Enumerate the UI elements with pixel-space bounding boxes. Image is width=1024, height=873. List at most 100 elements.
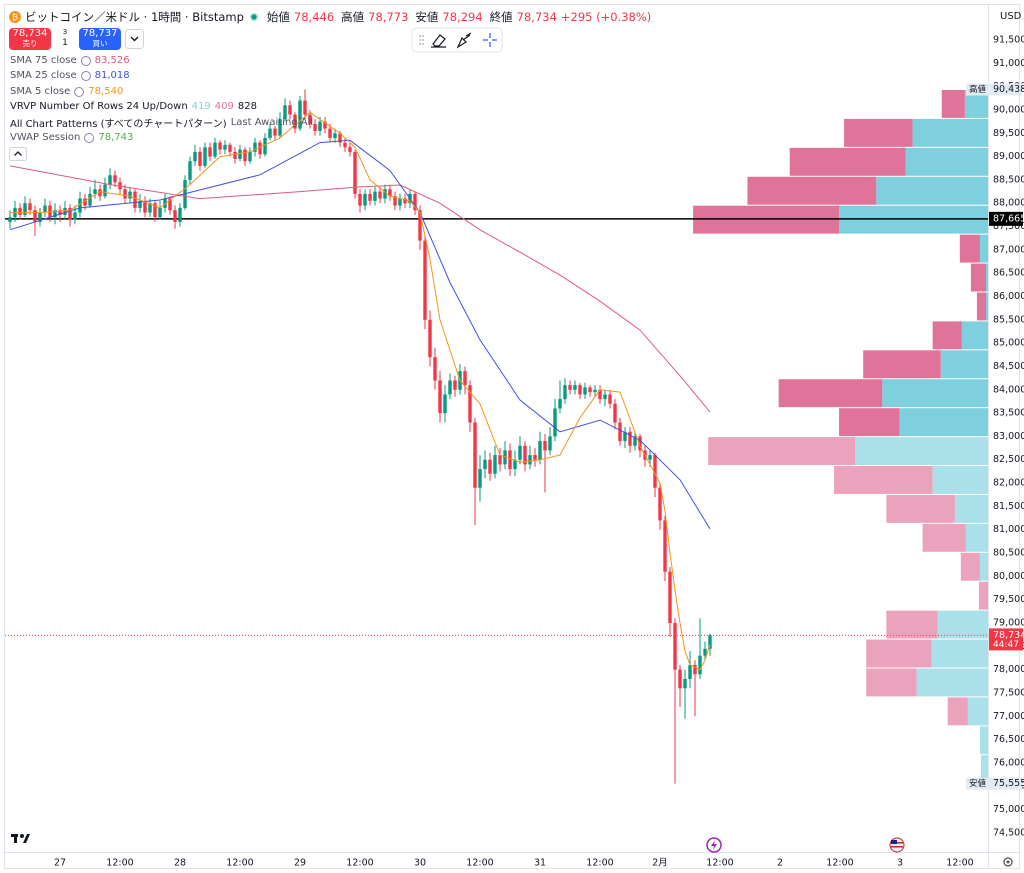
x-tick-label: 12:00 xyxy=(586,858,613,869)
candle-body xyxy=(493,455,497,474)
candle-body xyxy=(93,189,97,194)
candle-body xyxy=(478,469,482,488)
y-tick-label: 86,000 xyxy=(993,291,1024,302)
candle-body xyxy=(188,161,192,180)
y-tick-label: 79,000 xyxy=(993,617,1024,628)
vrvp-down-bar xyxy=(747,176,877,205)
candle-body xyxy=(293,114,297,129)
logo xyxy=(11,834,30,843)
legend-row[interactable]: VWAP Session 78,743 xyxy=(10,130,133,145)
candle-body xyxy=(78,198,82,213)
indicator-value: 81,018 xyxy=(94,70,130,81)
candle-body xyxy=(563,385,567,400)
x-tick-label: 28 xyxy=(174,858,186,869)
moving-average-line xyxy=(9,139,711,530)
y-tick-label: 87,000 xyxy=(993,244,1024,255)
candle-body xyxy=(658,487,662,521)
vrvp-up-total: 419 xyxy=(191,101,211,112)
candle-body xyxy=(523,445,527,465)
candle-body xyxy=(343,142,347,148)
visibility-icon[interactable] xyxy=(80,70,91,81)
event-icon[interactable] xyxy=(706,837,722,853)
legend-row[interactable]: SMA 75 close 83,526 xyxy=(10,53,130,68)
settings-icon[interactable] xyxy=(1003,857,1013,867)
candle-body xyxy=(18,207,22,215)
buy-button[interactable]: 78,737 買い xyxy=(79,28,121,50)
visibility-icon[interactable] xyxy=(84,132,95,143)
indicator-name: VWAP Session xyxy=(10,132,81,143)
plot xyxy=(5,89,988,784)
candle-body xyxy=(698,655,702,675)
indicator-detail: Last Awaiting All xyxy=(230,117,314,128)
ohlc-value: 78,734 xyxy=(516,10,557,24)
sell-button[interactable]: 78,734 売り xyxy=(9,28,51,50)
brush-button[interactable] xyxy=(456,32,472,49)
x-tick-label: 3 xyxy=(897,858,903,869)
candle-body xyxy=(173,210,177,222)
legend-row[interactable]: SMA 25 close 81,018 xyxy=(10,68,130,83)
x-tick-label: 12:00 xyxy=(466,858,493,869)
vrvp-up-bar xyxy=(855,437,988,466)
indicator-value: 83,526 xyxy=(94,55,130,66)
candle-body xyxy=(613,403,617,423)
candle-body xyxy=(693,664,697,675)
order-dropdown[interactable] xyxy=(125,29,144,49)
high-low-name: 高値 xyxy=(969,84,987,95)
symbol-title[interactable]: ビットコイン／米ドル · 1時間 · Bitstamp xyxy=(25,10,244,24)
vrvp-up-bar xyxy=(985,292,988,321)
visibility-icon[interactable] xyxy=(80,55,91,66)
candle-body xyxy=(683,678,687,689)
legend-row[interactable]: All Chart Patterns (すべてのチャートパターン) Last Aw… xyxy=(10,115,313,130)
indicator-name: SMA 75 close xyxy=(10,55,77,66)
candle-body xyxy=(223,144,227,150)
visibility-icon[interactable] xyxy=(74,86,85,97)
buy-label: 買い xyxy=(92,39,108,48)
vrvp-up-bar xyxy=(979,552,988,581)
y-tick-label: 85,000 xyxy=(993,338,1024,349)
candle-body xyxy=(203,147,207,166)
candle-body xyxy=(278,119,282,136)
candle-body xyxy=(338,133,342,143)
candle-body xyxy=(253,142,257,152)
candle-body xyxy=(68,207,72,220)
candle-body xyxy=(318,121,322,131)
legend-row[interactable]: SMA 5 close 78,540 xyxy=(10,84,123,99)
economic-event-icon[interactable] xyxy=(889,837,905,853)
candle-body xyxy=(653,455,657,488)
collapse-legend[interactable] xyxy=(9,147,27,161)
candle-body xyxy=(423,240,427,320)
candle-body xyxy=(633,436,637,446)
vrvp-up-bar xyxy=(964,90,988,118)
eraser-button[interactable] xyxy=(431,34,446,48)
y-tick-label: 80,500 xyxy=(993,548,1024,559)
candle-body xyxy=(108,175,112,185)
legend-row[interactable]: VRVP Number Of Rows 24 Up/Down 419 409 828 xyxy=(10,99,257,114)
candle-body xyxy=(58,210,62,215)
vrvp-up-bar xyxy=(882,379,988,408)
drawing-toolbar xyxy=(411,27,503,53)
candle-body xyxy=(208,147,212,157)
ohlc-value: 78,294 xyxy=(442,10,483,24)
candle-body xyxy=(513,459,517,470)
candle-body xyxy=(528,455,532,465)
candle-body xyxy=(548,436,552,451)
y-tick-label: 75,000 xyxy=(993,804,1024,815)
candle-body xyxy=(628,431,632,446)
vrvp-up-bar xyxy=(899,408,988,437)
x-tick-label: 12:00 xyxy=(946,858,973,869)
vrvp-down-bar xyxy=(970,263,986,292)
vrvp-up-bar xyxy=(967,697,988,726)
indicator-name: SMA 5 close xyxy=(10,86,71,97)
candle-body xyxy=(593,389,597,393)
crosshair-button[interactable] xyxy=(483,33,497,47)
sell-label: 売り xyxy=(22,39,38,48)
candle-body xyxy=(363,193,367,206)
candle-body xyxy=(388,189,392,197)
symbol-icon: ₿ xyxy=(9,11,21,23)
candle-body xyxy=(418,210,422,241)
candle-body xyxy=(283,105,287,120)
candle-body xyxy=(463,371,467,386)
vrvp-down-bar xyxy=(834,466,933,494)
currency: USD xyxy=(1000,11,1022,22)
vrvp-down-bar xyxy=(863,350,941,379)
